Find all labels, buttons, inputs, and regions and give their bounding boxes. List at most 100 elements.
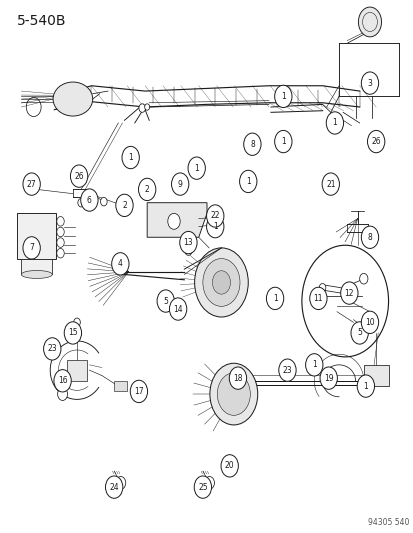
Circle shape [194, 248, 248, 317]
FancyBboxPatch shape [66, 360, 87, 381]
Circle shape [321, 173, 339, 195]
Text: 94305 540: 94305 540 [367, 518, 408, 527]
Text: 15: 15 [68, 328, 78, 337]
Text: 8: 8 [249, 140, 254, 149]
Text: 11: 11 [313, 294, 323, 303]
Circle shape [206, 215, 223, 238]
Circle shape [274, 85, 291, 108]
Text: 3: 3 [367, 78, 372, 87]
Text: 18: 18 [233, 374, 242, 383]
Circle shape [57, 227, 64, 237]
Text: 22: 22 [210, 212, 219, 221]
Circle shape [116, 194, 133, 216]
Circle shape [361, 311, 378, 334]
Circle shape [239, 170, 256, 192]
Text: 7: 7 [29, 244, 34, 253]
Circle shape [70, 165, 88, 187]
Circle shape [100, 197, 107, 206]
Text: 1: 1 [245, 177, 250, 186]
Ellipse shape [53, 82, 93, 116]
Text: 10: 10 [364, 318, 374, 327]
Text: 24: 24 [109, 482, 119, 491]
Circle shape [278, 359, 295, 381]
Circle shape [266, 287, 283, 310]
Circle shape [167, 213, 180, 229]
Circle shape [340, 282, 357, 304]
Text: 1: 1 [363, 382, 367, 391]
Text: 13: 13 [183, 238, 193, 247]
Circle shape [217, 373, 250, 415]
Text: 23: 23 [47, 344, 57, 353]
Circle shape [194, 476, 211, 498]
FancyBboxPatch shape [21, 259, 52, 274]
Circle shape [319, 367, 337, 389]
Circle shape [305, 354, 322, 376]
Text: 4: 4 [118, 260, 123, 268]
Circle shape [188, 157, 205, 179]
Text: 5-540B: 5-540B [17, 14, 66, 28]
Circle shape [57, 248, 64, 258]
Circle shape [356, 375, 374, 397]
Text: 5: 5 [356, 328, 361, 337]
Circle shape [54, 369, 71, 392]
Text: 12: 12 [344, 288, 353, 297]
Circle shape [184, 246, 192, 255]
Text: 1: 1 [332, 118, 337, 127]
Circle shape [138, 178, 155, 200]
Text: 1: 1 [194, 164, 199, 173]
Text: 21: 21 [325, 180, 335, 189]
Text: 8: 8 [367, 233, 371, 242]
Circle shape [145, 104, 149, 110]
Circle shape [57, 387, 67, 400]
Circle shape [122, 147, 139, 168]
Circle shape [318, 284, 325, 292]
Circle shape [358, 7, 381, 37]
Circle shape [361, 226, 378, 248]
Circle shape [43, 338, 61, 360]
Circle shape [169, 298, 186, 320]
Text: 23: 23 [282, 366, 292, 375]
Circle shape [64, 322, 81, 344]
Circle shape [116, 477, 126, 489]
Text: 26: 26 [74, 172, 84, 181]
Circle shape [212, 271, 230, 294]
Circle shape [157, 290, 174, 312]
Circle shape [139, 104, 145, 112]
Circle shape [361, 72, 378, 94]
Circle shape [274, 131, 291, 153]
Circle shape [204, 477, 214, 489]
Text: 1: 1 [128, 153, 133, 162]
Text: 1: 1 [212, 222, 217, 231]
Text: 1: 1 [280, 92, 285, 101]
Polygon shape [147, 203, 206, 237]
Circle shape [325, 112, 343, 134]
Text: 1: 1 [280, 137, 285, 146]
Circle shape [179, 231, 197, 254]
Text: 9: 9 [177, 180, 182, 189]
Circle shape [121, 203, 128, 213]
Circle shape [105, 476, 123, 498]
Text: 1: 1 [311, 360, 316, 369]
Circle shape [81, 189, 98, 211]
Circle shape [171, 173, 188, 195]
Circle shape [130, 380, 147, 402]
Circle shape [74, 318, 80, 327]
Circle shape [206, 205, 223, 227]
Text: 20: 20 [224, 462, 234, 470]
Circle shape [209, 364, 257, 425]
Circle shape [350, 322, 368, 344]
Circle shape [23, 173, 40, 195]
Text: 1: 1 [272, 294, 277, 303]
Circle shape [243, 133, 261, 156]
FancyBboxPatch shape [17, 213, 56, 259]
Circle shape [23, 237, 40, 259]
Text: 14: 14 [173, 304, 183, 313]
Circle shape [309, 287, 326, 310]
Text: 2: 2 [145, 185, 149, 194]
Text: 19: 19 [323, 374, 333, 383]
Circle shape [57, 216, 64, 226]
Text: 26: 26 [370, 137, 380, 146]
Text: 25: 25 [197, 482, 207, 491]
Circle shape [367, 131, 384, 153]
Circle shape [112, 253, 129, 275]
